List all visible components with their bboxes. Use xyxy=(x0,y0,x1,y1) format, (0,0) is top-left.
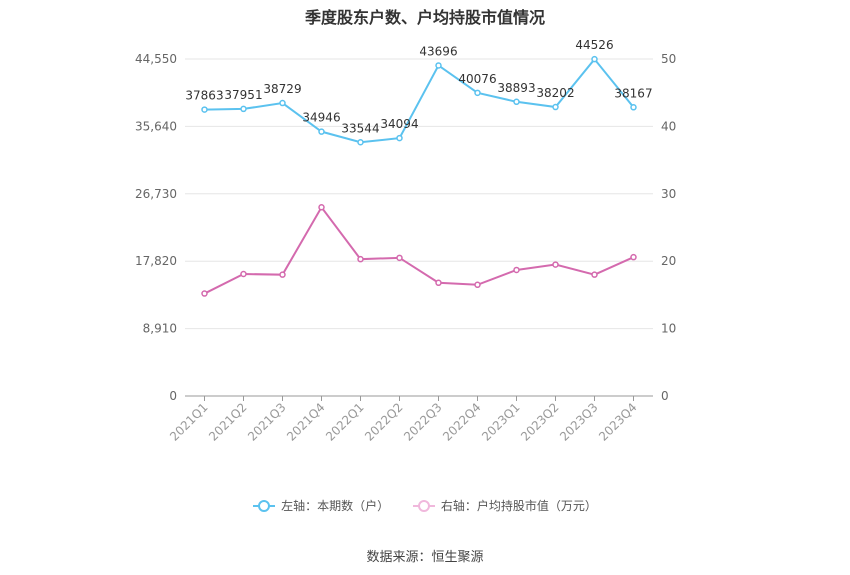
data-point-right xyxy=(240,270,247,278)
series-line-left xyxy=(204,57,635,144)
data-point-left xyxy=(591,55,598,63)
data-point-right xyxy=(435,279,442,287)
right-axis-tick-label: 20 xyxy=(661,254,676,268)
left-axis-tick-label: 26,730 xyxy=(135,187,177,201)
data-label: 34946 xyxy=(302,111,340,125)
left-axis-tick-label: 17,820 xyxy=(135,254,177,268)
data-point-left xyxy=(279,99,286,107)
data-label: 33544 xyxy=(341,121,379,135)
left-axis-tick-label: 8,910 xyxy=(143,322,177,336)
data-label: 37951 xyxy=(224,88,262,102)
data-point-left xyxy=(357,139,364,146)
data-point-right xyxy=(201,290,208,297)
legend-item-left-axis[interactable]: 左轴：本期数（户） xyxy=(253,497,389,514)
x-axis-tick-label: 2023Q2 xyxy=(518,400,562,444)
right-axis-tick-label: 40 xyxy=(661,119,676,133)
right-axis-tick-label: 10 xyxy=(661,322,676,336)
right-axis-tick-label: 0 xyxy=(661,389,669,403)
x-axis-tick-label: 2021Q4 xyxy=(284,400,328,444)
data-label: 38167 xyxy=(614,86,652,100)
legend-swatch-left xyxy=(253,499,276,512)
data-label: 37863 xyxy=(185,89,223,103)
x-axis-tick-label: 2021Q2 xyxy=(206,400,250,444)
x-axis-tick-label: 2023Q3 xyxy=(557,400,601,444)
data-label: 38893 xyxy=(497,81,535,95)
data-point-right xyxy=(591,271,598,278)
x-axis-tick-label: 2022Q1 xyxy=(323,400,367,444)
data-source: 数据来源：恒生聚源 xyxy=(366,550,484,565)
x-axis-tick-label: 2021Q1 xyxy=(167,400,211,444)
data-point-left xyxy=(630,104,637,111)
data-point-right xyxy=(630,253,637,261)
data-point-right xyxy=(513,266,520,274)
left-axis-tick-label: 44,550 xyxy=(135,52,177,66)
data-point-right xyxy=(279,271,286,278)
legend-label-left: 左轴：本期数（户） xyxy=(281,499,390,513)
legend-swatch-right xyxy=(412,499,435,512)
data-point-left xyxy=(474,89,481,97)
data-point-left xyxy=(552,103,559,111)
data-point-left xyxy=(240,105,247,113)
x-axis-tick-label: 2023Q1 xyxy=(479,400,523,444)
x-axis-tick-label: 2021Q3 xyxy=(245,400,289,444)
legend-label-right: 右轴：户均持股市值（万元） xyxy=(440,499,597,513)
data-label: 43696 xyxy=(419,44,457,58)
data-label: 44526 xyxy=(575,38,613,52)
x-axis-tick-label: 2022Q3 xyxy=(401,400,445,444)
data-point-right xyxy=(396,254,403,262)
chart-legend: 左轴：本期数（户） 右轴：户均持股市值（万元） xyxy=(0,497,850,515)
data-point-left xyxy=(201,106,208,113)
left-axis-tick-label: 0 xyxy=(169,389,177,403)
right-axis-tick-label: 50 xyxy=(661,52,676,66)
data-label: 38202 xyxy=(536,86,574,100)
x-axis-tick-label: 2023Q4 xyxy=(596,400,640,444)
data-point-right xyxy=(474,281,481,289)
right-axis-tick-label: 30 xyxy=(661,187,676,201)
data-label: 38729 xyxy=(263,82,301,96)
data-point-left xyxy=(318,128,325,135)
data-point-right xyxy=(318,204,325,211)
chart-title: 季度股东户数、户均持股市值情况 xyxy=(304,8,545,27)
data-label: 40076 xyxy=(458,72,496,86)
data-point-left xyxy=(396,134,403,142)
legend-item-right-axis[interactable]: 右轴：户均持股市值（万元） xyxy=(412,497,597,514)
series-line-right xyxy=(204,205,634,295)
data-point-left xyxy=(435,62,442,69)
data-point-left xyxy=(513,98,520,106)
x-axis-tick-label: 2022Q2 xyxy=(362,400,406,444)
data-point-right xyxy=(552,261,559,268)
data-point-right xyxy=(357,255,364,263)
x-axis-tick-label: 2022Q4 xyxy=(440,400,484,444)
left-axis-tick-label: 35,640 xyxy=(135,119,177,133)
data-label: 34094 xyxy=(380,117,418,131)
